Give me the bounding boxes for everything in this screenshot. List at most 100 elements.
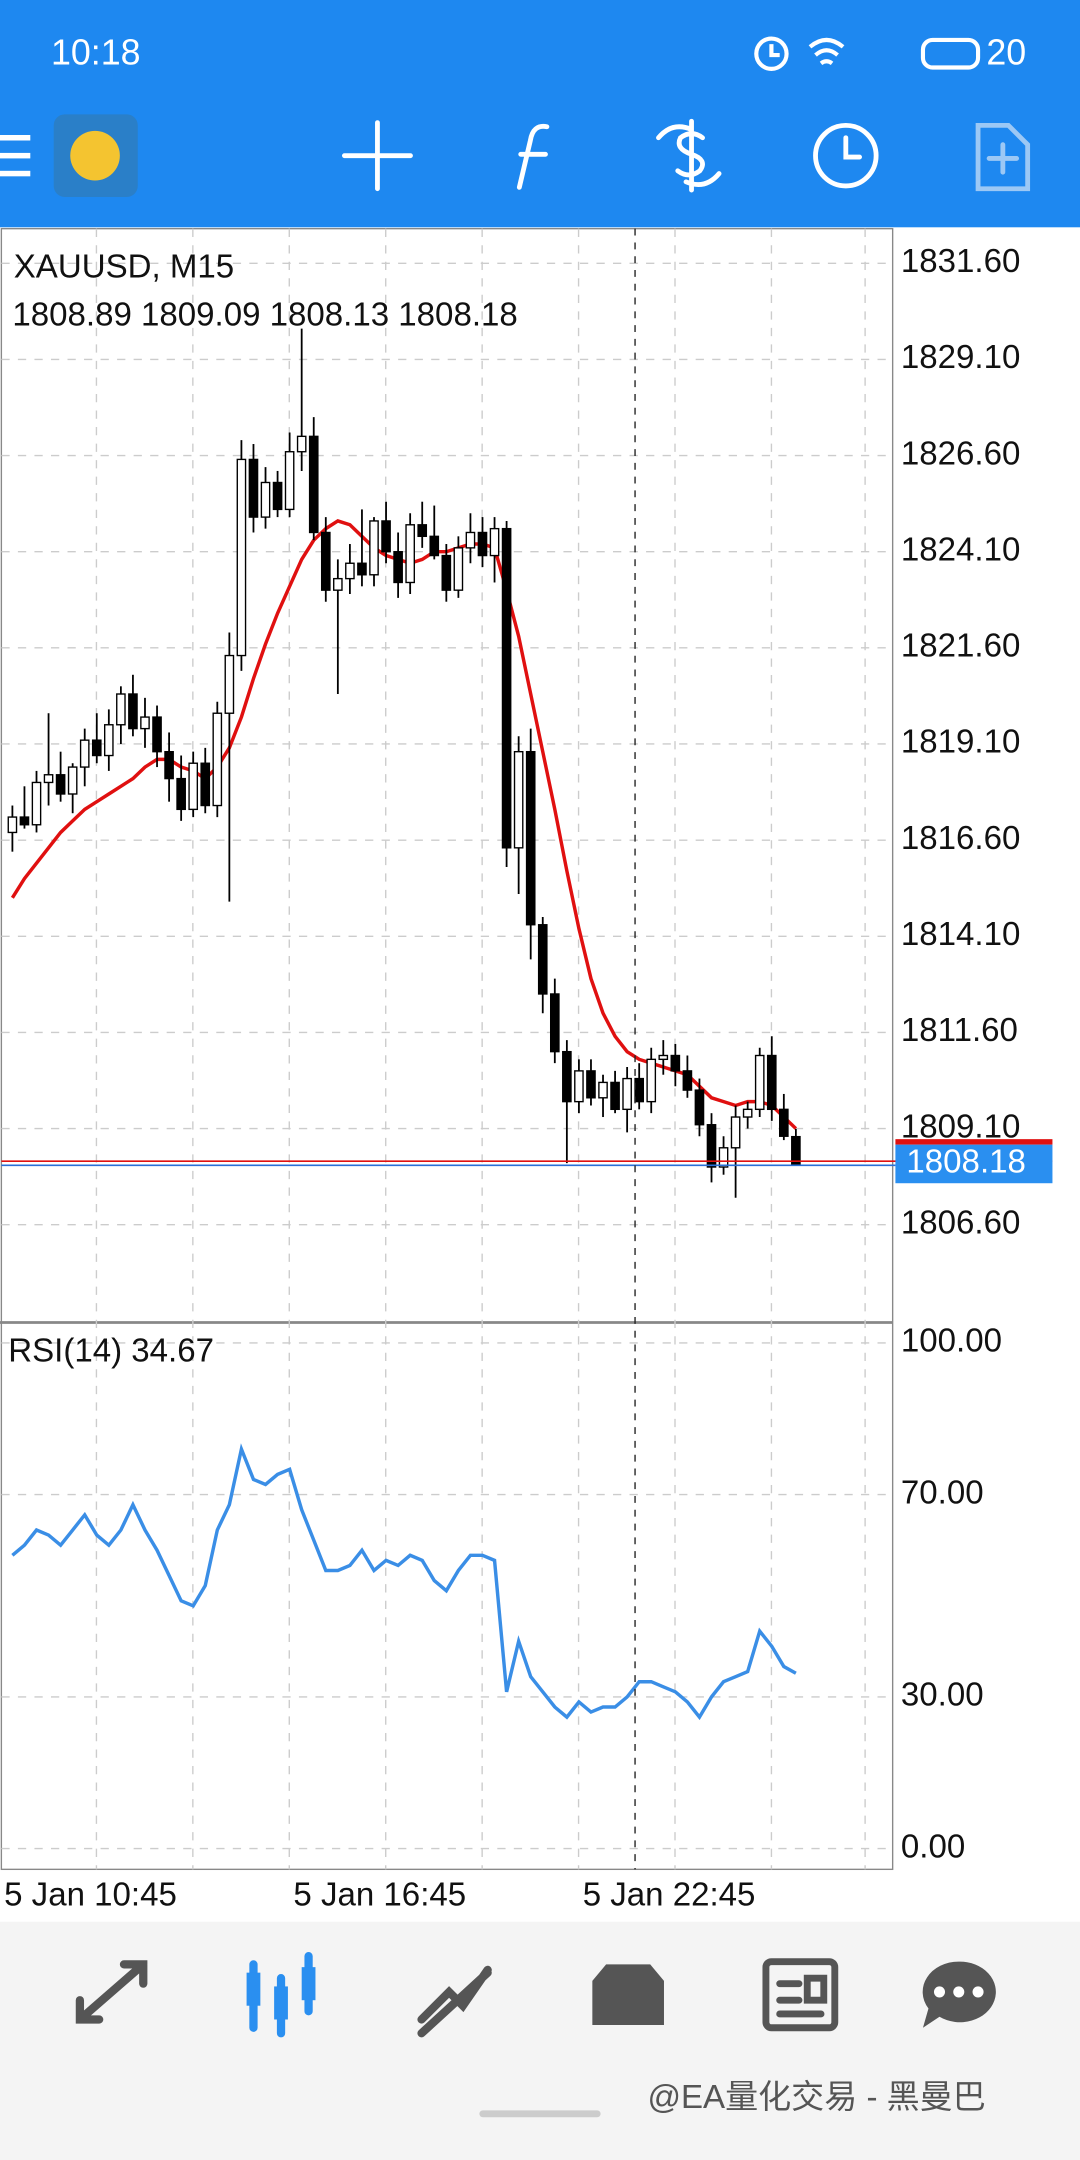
chart-frame — [0, 227, 894, 1871]
crosshair-button[interactable] — [341, 120, 413, 192]
nav-trade[interactable] — [417, 1965, 492, 2038]
trade-button[interactable] — [656, 118, 722, 193]
y-tick-label: 1809.10 — [901, 1108, 1020, 1145]
candle-body — [754, 1054, 765, 1111]
nav-chart[interactable] — [246, 1951, 316, 2038]
candle-body — [646, 1058, 657, 1103]
ask-marker — [895, 1139, 1053, 1145]
y-tick-label: 70.00 — [901, 1474, 984, 1511]
y-tick-label: 100.00 — [901, 1323, 1002, 1360]
candle-body — [742, 1108, 753, 1118]
rsi-title: RSI(14) 34.67 — [8, 1332, 214, 1369]
candle-body — [694, 1089, 705, 1126]
y-tick-label: 1829.10 — [901, 339, 1020, 376]
candle-body — [429, 535, 440, 557]
candle-body — [79, 739, 90, 768]
candle-body — [152, 716, 162, 753]
candle-body — [320, 531, 331, 591]
y-tick-label: 1816.60 — [901, 820, 1020, 857]
candle-body — [7, 816, 18, 834]
candle-body — [658, 1054, 669, 1061]
candle-body — [31, 781, 42, 826]
y-tick-label: 30.00 — [901, 1677, 984, 1714]
candle-body — [91, 739, 102, 757]
y-tick-label: 1814.10 — [901, 916, 1020, 953]
candle-body — [525, 750, 536, 926]
home-indicator — [479, 2110, 601, 2118]
candle-body — [272, 481, 283, 511]
x-tick-label: 5 Jan 16:45 — [293, 1877, 466, 1914]
symbol-title: XAUUSD, M15 — [14, 248, 234, 285]
candle-body — [128, 693, 138, 730]
candle-body — [200, 762, 211, 807]
candle-body — [766, 1054, 777, 1111]
candle-body — [176, 777, 186, 811]
candle-body — [501, 527, 512, 849]
candle-body — [164, 750, 174, 780]
x-tick-label: 5 Jan 22:45 — [583, 1877, 756, 1914]
candle-body — [357, 562, 367, 576]
y-tick-label: 1826.60 — [901, 435, 1020, 472]
candle-body — [441, 554, 452, 591]
candle-body — [489, 527, 500, 557]
candle-body — [260, 481, 271, 518]
candle-body — [779, 1108, 789, 1137]
candle-body — [610, 1081, 620, 1111]
y-tick-label: 1824.10 — [901, 531, 1020, 568]
candle-body — [381, 520, 391, 553]
candle-body — [188, 762, 199, 811]
candle-body — [718, 1147, 729, 1168]
menu-button[interactable] — [0, 135, 31, 177]
candle-body — [308, 435, 319, 534]
candle-body — [513, 750, 524, 849]
candle-body — [393, 551, 403, 584]
candle-body — [562, 1050, 572, 1103]
y-tick-label: 1811.60 — [901, 1012, 1018, 1049]
x-tick-label: 5 Jan 10:45 — [4, 1877, 177, 1914]
candle-body — [706, 1124, 717, 1168]
candle-body — [212, 712, 223, 807]
status-icons — [754, 36, 981, 71]
indicators-button[interactable] — [516, 123, 550, 190]
y-tick-label: 1806.60 — [901, 1204, 1020, 1241]
y-tick-label: 1831.60 — [901, 243, 1020, 280]
watermark: @EA量化交易 - 黑曼巴 — [647, 2079, 985, 2116]
candle-body — [248, 458, 259, 518]
candle-body — [549, 993, 560, 1053]
nav-news[interactable] — [762, 1958, 839, 2032]
candle-body — [43, 774, 54, 784]
candle-body — [453, 547, 464, 591]
candle-body — [477, 531, 488, 557]
candle-body — [682, 1070, 693, 1091]
candle-body — [369, 520, 379, 576]
status-time: 10:18 — [51, 33, 141, 73]
candle-body — [417, 524, 428, 538]
moving-average — [10, 519, 798, 1130]
nav-quotes[interactable] — [75, 1960, 148, 2024]
candle-body — [670, 1054, 681, 1072]
ohlc-readout: 1808.89 1809.09 1808.13 1808.18 — [12, 297, 517, 334]
candle-body — [55, 774, 66, 795]
bottom-nav — [0, 1921, 1080, 2160]
rsi-line — [11, 1443, 797, 1721]
candle-body — [598, 1081, 608, 1099]
y-tick-label: 1821.60 — [901, 628, 1020, 665]
candle-body — [537, 924, 548, 995]
new-order-button[interactable] — [975, 122, 1031, 192]
candle-body — [345, 562, 355, 580]
y-tick-label: 1819.10 — [901, 724, 1020, 761]
candle-body — [791, 1135, 801, 1165]
candle-body — [296, 435, 307, 453]
app-bar — [0, 0, 1080, 228]
candle-body — [104, 724, 114, 757]
nav-history[interactable] — [592, 1964, 664, 2025]
candle-body — [116, 693, 126, 726]
candle-body — [574, 1070, 584, 1103]
period-button[interactable] — [813, 122, 879, 189]
candle-body — [730, 1116, 741, 1149]
candle-body — [67, 766, 78, 795]
battery-level: 20 — [986, 33, 1026, 73]
candle-body — [333, 577, 343, 591]
candle-body — [284, 451, 295, 511]
